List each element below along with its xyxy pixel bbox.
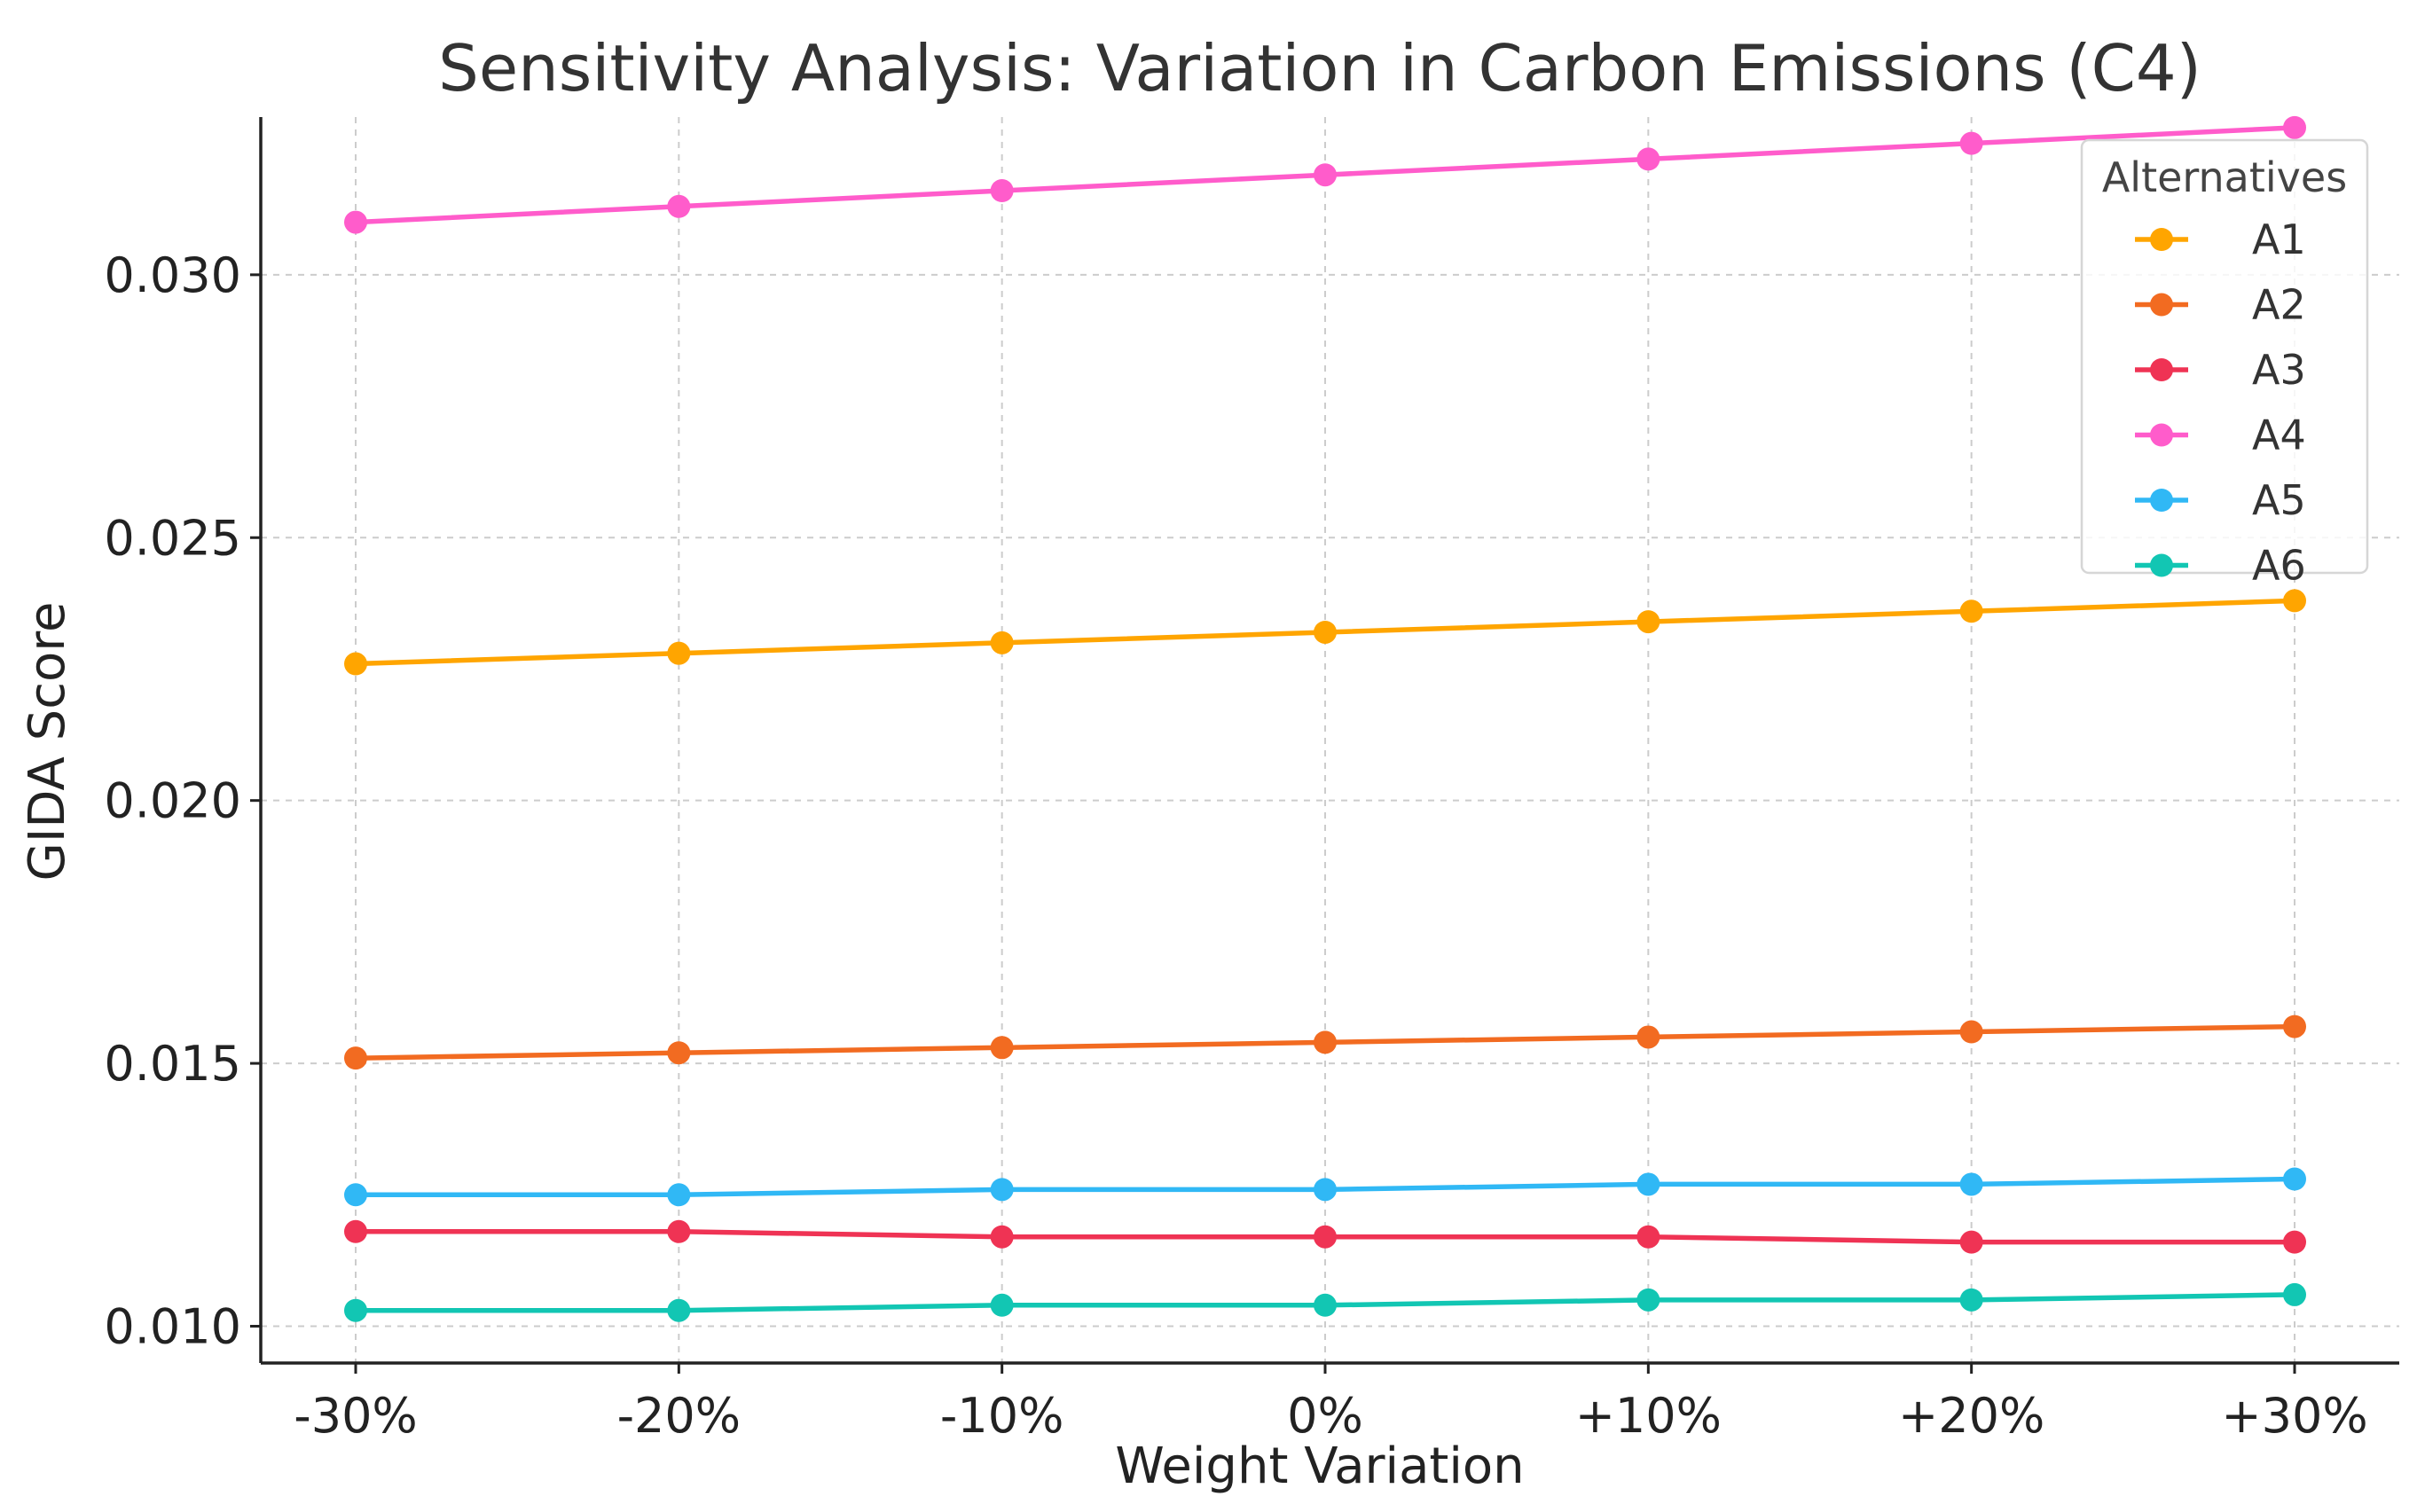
legend-box (2080, 138, 2369, 575)
legend-item-a4: A4 (2135, 411, 2306, 459)
data-point (990, 1225, 1014, 1249)
legend-item-a2: A2 (2135, 281, 2306, 329)
data-point (1959, 1230, 1983, 1254)
data-point (2283, 1230, 2306, 1254)
data-point (2283, 1015, 2306, 1038)
data-point (1314, 1225, 1337, 1249)
x-tick-label: -30% (294, 1388, 418, 1444)
data-point (2283, 1282, 2306, 1306)
data-point (1314, 620, 1337, 644)
data-point (1314, 163, 1337, 187)
data-point (1959, 131, 1983, 155)
x-tick-label: +10% (1575, 1388, 1722, 1444)
data-point (990, 1036, 1014, 1060)
data-point (667, 1183, 691, 1207)
legend-item-a6: A6 (2135, 542, 2306, 590)
x-tick-label: 0% (1287, 1388, 1363, 1444)
legend-label: A5 (2252, 476, 2306, 524)
data-point (344, 1046, 367, 1070)
axes: -30% -20% -10% 0% +10% +20% +30% 0.010 0.015 0.02… (104, 117, 2399, 1444)
y-tick-label: 0.010 (104, 1299, 241, 1355)
legend-label: A4 (2252, 411, 2306, 459)
legend-swatch-marker (2150, 293, 2173, 317)
legend-swatch-marker (2150, 553, 2173, 577)
series-a3 (344, 1219, 2306, 1254)
legend-title: Alternatives (2102, 153, 2347, 201)
legend-item-a3: A3 (2135, 346, 2306, 394)
data-point (990, 631, 1014, 654)
legend-swatch-marker (2150, 423, 2173, 447)
data-point (1636, 1288, 1660, 1312)
data-point (344, 1298, 367, 1322)
data-point (990, 178, 1014, 202)
y-axis-label: GIDA Score (19, 602, 76, 881)
data-point (1959, 1172, 1983, 1196)
legend-swatch-marker (2150, 358, 2173, 381)
data-point (1314, 1178, 1337, 1202)
y-tick-label: 0.030 (104, 247, 241, 303)
legend: Alternatives A1 A2 A3 A4 A5 A6 (2080, 138, 2369, 590)
data-point (2283, 589, 2306, 613)
legend-item-a5: A5 (2135, 476, 2306, 524)
data-point (1636, 1172, 1660, 1196)
data-point (2283, 115, 2306, 139)
x-tick-label: -10% (940, 1388, 1064, 1444)
data-point (990, 1178, 1014, 1202)
data-point (667, 1298, 691, 1322)
y-tick-label: 0.020 (104, 773, 241, 829)
legend-swatch-marker (2150, 489, 2173, 512)
y-tick-label: 0.015 (104, 1036, 241, 1092)
data-point (1314, 1293, 1337, 1317)
legend-label: A2 (2252, 281, 2306, 329)
data-point (990, 1293, 1014, 1317)
data-point (1636, 147, 1660, 171)
data-point (1959, 1020, 1983, 1044)
data-point (1314, 1030, 1337, 1054)
x-tick-label: +20% (1898, 1388, 2044, 1444)
legend-label: A1 (2252, 215, 2306, 263)
data-point (1959, 599, 1983, 623)
data-point (344, 1183, 367, 1207)
legend-label: A3 (2252, 346, 2306, 394)
legend-label: A6 (2252, 542, 2306, 590)
data-point (1636, 610, 1660, 634)
series-a2 (344, 1015, 2306, 1070)
data-point (1636, 1225, 1660, 1249)
series-a6 (344, 1282, 2306, 1322)
series-a4 (344, 115, 2306, 234)
data-point (667, 194, 691, 218)
data-point (667, 1041, 691, 1065)
data-point (344, 1219, 367, 1243)
data-point (344, 210, 367, 234)
data-point (2283, 1167, 2306, 1191)
data-point (344, 652, 367, 676)
legend-swatch-marker (2150, 228, 2173, 251)
x-axis-label: Weight Variation (1115, 1438, 1524, 1495)
series-a5 (344, 1167, 2306, 1207)
grid-lines (261, 117, 2399, 1363)
x-tick-label: -20% (617, 1388, 742, 1444)
chart-title: Sensitivity Analysis: Variation in Carbo… (438, 31, 2201, 106)
series-a1 (344, 589, 2306, 676)
x-tick-label: +30% (2221, 1388, 2367, 1444)
data-point (1959, 1288, 1983, 1312)
y-tick-label: 0.025 (104, 510, 241, 566)
data-point (667, 1219, 691, 1243)
legend-item-a1: A1 (2135, 215, 2306, 263)
data-point (1636, 1025, 1660, 1049)
data-point (667, 641, 691, 665)
